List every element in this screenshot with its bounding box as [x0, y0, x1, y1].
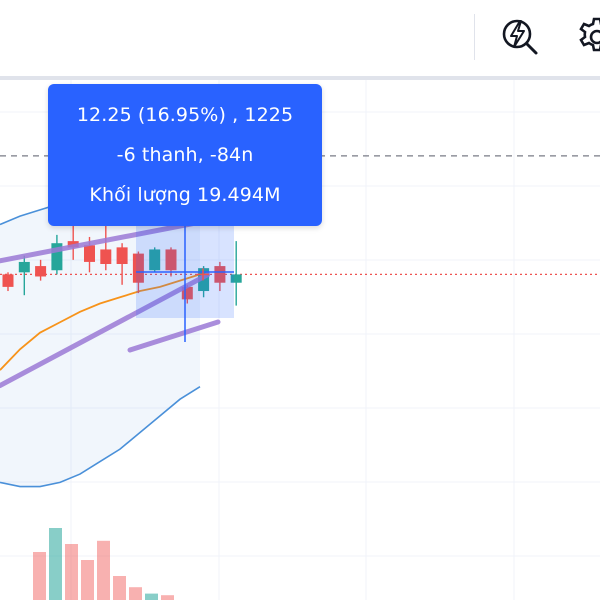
candle-body: [51, 243, 63, 271]
price-change-text: 12.25 (16.95%) , 1225: [76, 104, 294, 126]
volume-bar: [129, 587, 142, 600]
candle-body: [18, 261, 30, 273]
candle-body: [84, 245, 95, 262]
candle-body: [100, 249, 112, 264]
bars-time-text: -6 thanh, -84n: [116, 144, 254, 166]
candle-body: [181, 286, 193, 300]
candle: [100, 224, 112, 271]
toolbar-divider: [474, 14, 475, 60]
candle: [116, 243, 128, 285]
volume-bar: [49, 528, 62, 600]
candle-body: [149, 249, 161, 271]
channel-lower-line-segment: [127, 319, 221, 353]
volume-bar: [33, 552, 46, 600]
candle: [230, 241, 242, 306]
candle: [214, 261, 226, 292]
candle-body: [230, 274, 242, 283]
measure-tooltip: 12.25 (16.95%) , 1225 -6 thanh, -84n Khố…: [48, 84, 322, 226]
moving-average-line: [0, 273, 201, 371]
volume-bar: [65, 544, 78, 600]
bollinger-lower-line: [0, 386, 201, 488]
volume-bar: [145, 593, 158, 600]
candle: [18, 255, 30, 296]
candle-body: [165, 249, 177, 271]
candle-body: [116, 247, 128, 264]
candlestick-chart[interactable]: [0, 80, 600, 600]
candle-body: [214, 266, 226, 283]
top-toolbar: [0, 0, 600, 80]
chart-canvas[interactable]: [0, 80, 600, 600]
candle-body: [132, 253, 144, 283]
channel-lower-line: [0, 272, 211, 389]
gear-icon: [579, 17, 600, 52]
candle-body: [35, 266, 47, 277]
volume-bar: [113, 576, 126, 600]
candle-body: [2, 274, 14, 287]
candle: [2, 272, 14, 292]
volume-bar: [161, 595, 174, 600]
candle: [35, 259, 47, 281]
settings-button[interactable]: [574, 12, 600, 62]
volume-bar: [81, 560, 94, 600]
volume-text: Khối lượng 19.494M: [89, 184, 281, 206]
candle: [51, 234, 63, 275]
alert-button[interactable]: [497, 12, 543, 62]
candle: [149, 247, 161, 273]
volume-bar: [97, 540, 110, 600]
lightning-magnifier-icon: [502, 19, 538, 55]
